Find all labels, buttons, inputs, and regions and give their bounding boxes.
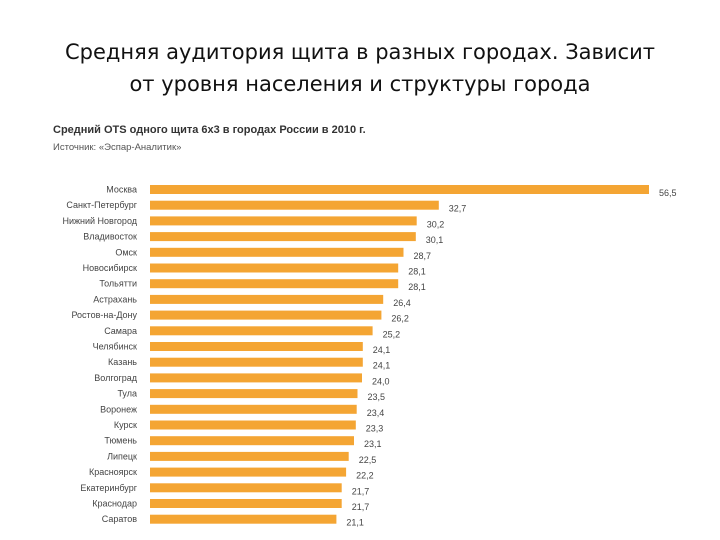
value-label: 56,5 xyxy=(659,188,677,198)
category-label: Челябинск xyxy=(93,342,137,352)
bar xyxy=(150,310,382,320)
bar xyxy=(150,357,363,367)
value-label: 21,7 xyxy=(352,486,370,496)
category-label: Липецк xyxy=(107,451,137,461)
value-label: 26,2 xyxy=(391,314,409,324)
slide-title: Средняя аудитория щита в разных городах.… xyxy=(0,36,720,100)
bar xyxy=(150,200,439,210)
bar xyxy=(150,514,337,524)
bar xyxy=(150,185,649,194)
bar xyxy=(150,420,356,430)
category-label: Владивосток xyxy=(83,232,137,242)
category-label: Волгоград xyxy=(94,373,137,383)
category-label: Санкт-Петербург xyxy=(66,200,137,210)
category-label: Казань xyxy=(108,357,137,367)
category-label: Ростов-на-Дону xyxy=(71,310,137,320)
value-label: 30,1 xyxy=(426,235,444,245)
value-label: 28,1 xyxy=(408,282,426,292)
category-label: Омск xyxy=(115,247,137,257)
category-label: Курск xyxy=(114,420,137,430)
bar xyxy=(150,467,347,477)
bar xyxy=(150,451,349,461)
value-label: 24,1 xyxy=(373,345,391,355)
category-label: Самара xyxy=(104,326,137,336)
value-label: 28,1 xyxy=(408,267,426,277)
value-label: 30,2 xyxy=(427,219,445,229)
value-label: 25,2 xyxy=(383,329,401,339)
value-label: 22,5 xyxy=(359,455,377,465)
value-label: 23,3 xyxy=(366,424,384,434)
slide-title-line1: Средняя аудитория щита в разных городах.… xyxy=(65,40,655,64)
value-label: 24,1 xyxy=(373,361,391,371)
category-label: Москва xyxy=(106,185,137,195)
bar xyxy=(150,216,417,226)
bar xyxy=(150,247,404,257)
value-label: 32,7 xyxy=(449,204,467,214)
value-label: 28,7 xyxy=(414,251,432,261)
bar xyxy=(150,499,342,508)
category-label: Тюмень xyxy=(104,436,137,446)
category-label: Тула xyxy=(117,389,137,399)
value-label: 23,1 xyxy=(364,439,382,449)
category-label: Краснодар xyxy=(92,499,137,509)
bar xyxy=(150,232,416,242)
value-label: 24,0 xyxy=(372,376,390,386)
category-label: Саратов xyxy=(102,514,137,524)
value-label: 23,5 xyxy=(368,392,386,402)
bar xyxy=(150,294,384,304)
bar xyxy=(150,342,363,351)
value-label: 21,1 xyxy=(346,518,364,528)
category-label: Тольятти xyxy=(99,279,137,289)
category-label: Астрахань xyxy=(93,294,137,304)
value-label: 23,4 xyxy=(367,408,385,418)
category-label: Новосибирск xyxy=(83,263,137,273)
chart-source: Источник: «Эспар-Аналитик» xyxy=(53,142,182,153)
chart-title: Средний OTS одного щита 6x3 в городах Ро… xyxy=(53,124,366,136)
value-label: 22,2 xyxy=(356,471,374,481)
bar xyxy=(150,404,357,414)
value-label: 21,7 xyxy=(352,502,370,512)
category-label: Нижний Новгород xyxy=(62,216,137,226)
bar xyxy=(150,483,342,493)
slide-title-line2: от уровня населения и структуры города xyxy=(129,72,591,96)
category-label: Воронеж xyxy=(100,404,137,414)
bar xyxy=(150,436,354,446)
bar xyxy=(150,326,373,336)
bar xyxy=(150,279,399,289)
bar xyxy=(150,263,399,273)
category-label: Екатеринбург xyxy=(80,483,137,493)
bar xyxy=(150,389,358,399)
value-label: 26,4 xyxy=(393,298,411,308)
bar xyxy=(150,373,362,383)
category-label: Красноярск xyxy=(89,467,137,477)
